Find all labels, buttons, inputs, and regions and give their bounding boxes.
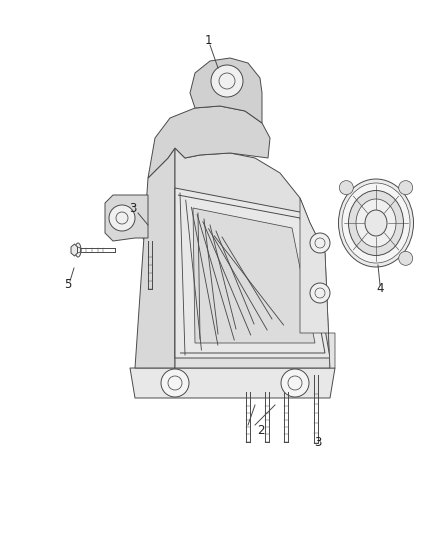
Ellipse shape [349, 190, 403, 255]
Circle shape [161, 369, 189, 397]
Ellipse shape [365, 210, 387, 236]
Circle shape [310, 233, 330, 253]
Polygon shape [241, 380, 254, 387]
Text: 2: 2 [257, 424, 265, 437]
Circle shape [399, 181, 413, 195]
Polygon shape [193, 208, 315, 343]
Ellipse shape [339, 179, 413, 267]
Text: 4: 4 [376, 282, 384, 295]
Text: 3: 3 [129, 201, 137, 214]
Ellipse shape [259, 384, 275, 392]
Circle shape [310, 283, 330, 303]
Circle shape [399, 252, 413, 265]
Text: 3: 3 [314, 437, 321, 449]
Polygon shape [261, 380, 273, 387]
Polygon shape [130, 368, 335, 398]
Polygon shape [175, 188, 330, 358]
Ellipse shape [278, 384, 294, 392]
Polygon shape [279, 380, 293, 387]
Ellipse shape [240, 384, 256, 392]
Text: 1: 1 [204, 35, 212, 47]
Polygon shape [175, 148, 330, 368]
Ellipse shape [356, 199, 396, 247]
Polygon shape [300, 198, 335, 368]
Circle shape [339, 181, 353, 195]
Polygon shape [105, 195, 148, 241]
Circle shape [211, 65, 243, 97]
Polygon shape [144, 231, 156, 238]
Ellipse shape [308, 367, 324, 375]
Text: 5: 5 [64, 279, 72, 292]
Ellipse shape [75, 243, 81, 257]
Polygon shape [71, 244, 78, 256]
Polygon shape [148, 106, 270, 178]
Polygon shape [190, 58, 262, 123]
Polygon shape [310, 363, 322, 370]
Circle shape [281, 369, 309, 397]
Circle shape [109, 205, 135, 231]
Ellipse shape [342, 183, 410, 263]
Ellipse shape [143, 235, 157, 241]
Polygon shape [135, 148, 175, 368]
